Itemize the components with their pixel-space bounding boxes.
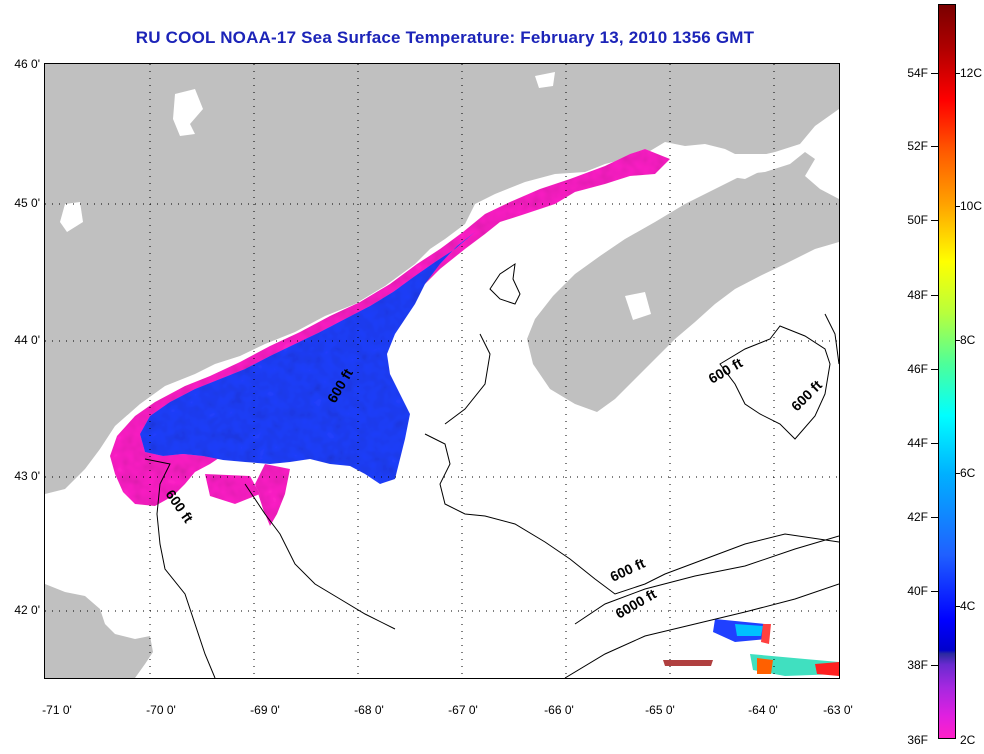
- temperature-colorbar: [938, 4, 956, 739]
- land-cape-cod: [45, 584, 153, 678]
- latitude-label: 44 0': [14, 333, 40, 347]
- contours: [144, 262, 839, 678]
- graticule: [45, 64, 839, 678]
- lake: [173, 89, 203, 136]
- lake: [535, 72, 555, 88]
- longitude-label: -70 0': [146, 703, 176, 717]
- colorbar-f-label: 44F: [907, 436, 928, 450]
- colorbar-c-label: 8C: [960, 333, 976, 347]
- sst-patch: [255, 464, 290, 526]
- contour-label: 600 ft: [706, 354, 746, 386]
- land-maine-newbrunswick: [45, 64, 839, 494]
- colorbar-f-label: 40F: [907, 584, 928, 598]
- colorbar-f-label: 36F: [907, 733, 928, 747]
- sst-patch-warm: [815, 662, 839, 676]
- colorbar-c-label: 12C: [960, 66, 983, 80]
- sst-patch-warm: [663, 660, 713, 666]
- sst-map[interactable]: 600 ft 600 ft 600 ft 600 ft 600 ft 6000 …: [44, 63, 840, 679]
- colorbar-f-label: 48F: [907, 288, 928, 302]
- contour-label: 600 ft: [608, 555, 648, 585]
- map-title: RU COOL NOAA-17 Sea Surface Temperature:…: [135, 28, 755, 47]
- colorbar-c-label: 4C: [960, 599, 976, 613]
- longitude-label: -66 0': [544, 703, 574, 717]
- latitude-label: 43 0': [14, 469, 40, 483]
- colorbar-f-label: 54F: [907, 66, 928, 80]
- longitude-label: -69 0': [250, 703, 280, 717]
- longitude-label: -65 0': [645, 703, 675, 717]
- colorbar-c-label: 6C: [960, 466, 976, 480]
- longitude-label: -63 0': [823, 703, 853, 717]
- sst-patch-warm: [735, 624, 763, 636]
- sst-patch: [205, 474, 260, 504]
- sst-patch-warm: [761, 624, 771, 644]
- latitude-label: 45 0': [14, 196, 40, 210]
- longitude-label: -67 0': [448, 703, 478, 717]
- colorbar-c-label: 2C: [960, 733, 976, 747]
- colorbar-f-label: 50F: [907, 213, 928, 227]
- colorbar-f-label: 42F: [907, 510, 928, 524]
- colorbar-f-label: 46F: [907, 362, 928, 376]
- colorbar-c-label: 10C: [960, 199, 983, 213]
- bay-of-fundy-inlet: [725, 154, 785, 179]
- latitude-label: 42 0': [14, 603, 40, 617]
- longitude-label: -71 0': [42, 703, 72, 717]
- lake: [625, 292, 651, 320]
- longitude-label: -64 0': [748, 703, 778, 717]
- map-canvas: 600 ft 600 ft 600 ft 600 ft 600 ft 6000 …: [45, 64, 839, 678]
- land-nova-scotia: [527, 152, 839, 412]
- contour-label: 600 ft: [788, 377, 825, 414]
- latitude-label: 46 0': [14, 57, 40, 71]
- longitude-label: -68 0': [354, 703, 384, 717]
- sst-patch-warm: [757, 658, 773, 674]
- colorbar-f-label: 38F: [907, 658, 928, 672]
- contour-label: 6000 ft: [613, 585, 660, 621]
- sst-plume-warm: [140, 232, 475, 484]
- lake: [60, 202, 83, 232]
- contour-label: 600 ft: [163, 487, 197, 526]
- colorbar-f-label: 52F: [907, 139, 928, 153]
